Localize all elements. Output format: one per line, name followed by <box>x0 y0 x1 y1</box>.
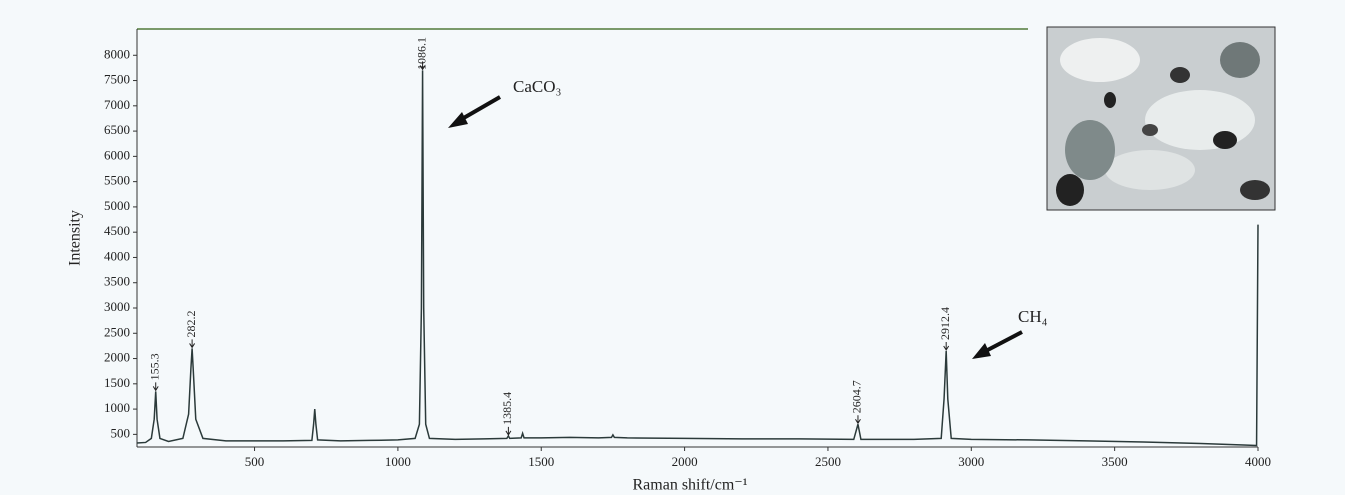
peak-marker <box>505 426 512 436</box>
peak-marker <box>189 339 196 349</box>
annotation: CH₄ <box>1018 307 1048 326</box>
x-tick-label: 4000 <box>1245 454 1271 469</box>
x-tick-label: 1500 <box>528 454 554 469</box>
x-tick-label: 2500 <box>815 454 841 469</box>
y-tick-label: 2000 <box>104 350 130 365</box>
annotation-arrowhead <box>972 343 991 359</box>
y-tick-label: 1500 <box>104 375 130 390</box>
annotation: CaCO₃ <box>513 77 562 96</box>
peak-label: 2604.7 <box>850 380 864 413</box>
peak-marker <box>855 415 861 425</box>
peak-marker <box>419 61 426 71</box>
y-tick-label: 5500 <box>104 173 130 188</box>
inset-micrograph <box>1046 26 1276 211</box>
y-tick-label: 2500 <box>104 324 130 339</box>
peak-label: 1385.4 <box>500 392 514 425</box>
peak-marker <box>943 341 950 351</box>
y-tick-label: 6000 <box>104 147 130 162</box>
y-tick-label: 500 <box>111 425 131 440</box>
y-tick-label: 5000 <box>104 198 130 213</box>
y-tick-label: 4000 <box>104 248 130 263</box>
x-tick-label: 2000 <box>672 454 698 469</box>
peak-label: 282.2 <box>184 310 198 337</box>
y-tick-label: 7000 <box>104 97 130 112</box>
annotation-arrowhead <box>448 112 468 128</box>
y-tick-label: 3500 <box>104 274 130 289</box>
peak-label: 155.3 <box>147 353 161 380</box>
peak-label: 1086.1 <box>414 37 428 70</box>
x-tick-label: 3500 <box>1102 454 1128 469</box>
y-axis-label: Intensity <box>67 210 84 266</box>
y-tick-label: 4500 <box>104 223 130 238</box>
spectrum-line <box>136 70 1259 447</box>
peak-label: 2912.4 <box>938 307 952 340</box>
y-tick-label: 7500 <box>104 72 130 87</box>
y-tick-label: 1000 <box>104 400 130 415</box>
x-tick-label: 1000 <box>385 454 411 469</box>
x-axis-label: Raman shift/cm⁻¹ <box>633 477 748 494</box>
x-tick-label: 500 <box>245 454 265 469</box>
y-tick-label: 8000 <box>104 46 130 61</box>
y-tick-label: 6500 <box>104 122 130 137</box>
y-tick-label: 3000 <box>104 299 130 314</box>
x-tick-label: 3000 <box>958 454 984 469</box>
peak-marker <box>152 382 159 392</box>
